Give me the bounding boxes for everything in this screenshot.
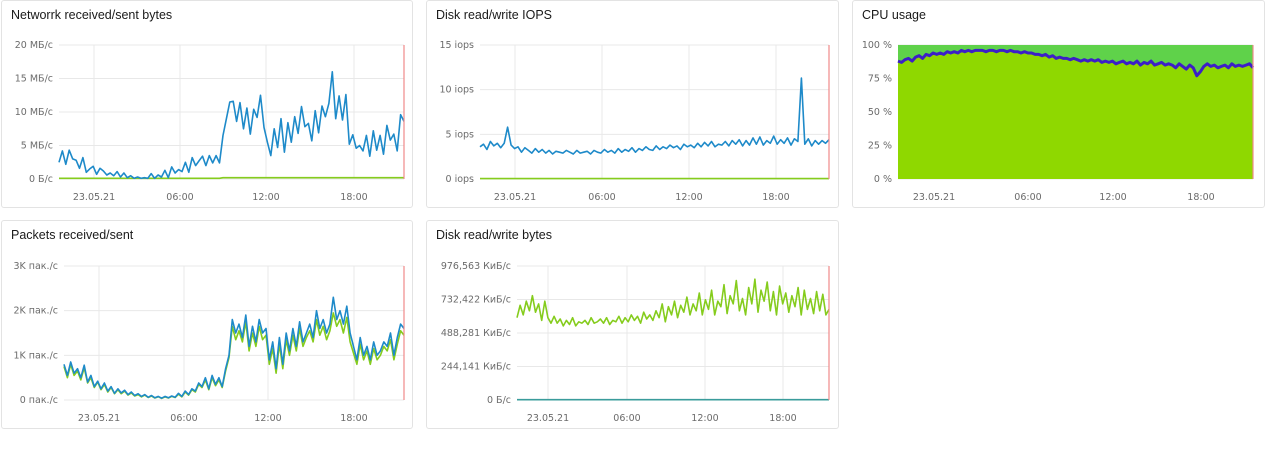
y-tick-label: 488,281 КиБ/с	[441, 328, 511, 339]
y-tick-label: 244,141 КиБ/с	[441, 362, 511, 373]
x-tick-label: 23.05.21	[494, 192, 536, 203]
x-tick-label: 12:00	[1099, 192, 1126, 203]
panel-title: Disk read/write IOPS	[436, 8, 553, 22]
y-tick-label: 976,563 КиБ/с	[441, 261, 511, 272]
x-tick-label: 06:00	[1014, 192, 1041, 203]
cpu-usage-line	[897, 48, 1255, 78]
packets-panel: Packets received/sent 3K пак./с 2K пак./с…	[1, 220, 413, 429]
x-tick-label: 23.05.21	[73, 192, 115, 203]
packets-chart[interactable]: 3K пак./с 2K пак./с 1K пак./с 0 пак./с 23.05…	[2, 221, 414, 430]
y-tick-label: 50 %	[868, 107, 892, 118]
y-tick-label: 0 iops	[446, 174, 475, 185]
panel-title: Disk read/write bytes	[436, 228, 553, 242]
y-tick-label: 10 МБ/с	[15, 107, 53, 118]
x-tick-label: 18:00	[762, 192, 789, 203]
x-tick-label: 06:00	[170, 413, 197, 424]
y-tick-label: 3K пак./с	[13, 261, 58, 272]
y-tick-label: 15 МБ/с	[15, 74, 53, 85]
cpu-chart[interactable]: 100 % 75 % 50 % 25 % 0 % 23.05.21 06:00 12:00 18…	[853, 1, 1266, 209]
x-tick-label: 18:00	[340, 192, 367, 203]
y-tick-label: 20 МБ/с	[15, 40, 53, 51]
x-tick-label: 06:00	[588, 192, 615, 203]
y-tick-label: 10 iops	[439, 85, 474, 96]
y-tick-label: 0 Б/с	[487, 395, 511, 406]
x-tick-label: 12:00	[675, 192, 702, 203]
y-tick-label: 2K пак./с	[13, 306, 58, 317]
panel-title: CPU usage	[862, 8, 926, 22]
series-line	[516, 278, 830, 327]
panel-title: Networrk received/sent bytes	[11, 8, 173, 22]
series-line	[479, 77, 830, 155]
x-tick-label: 06:00	[613, 413, 640, 424]
series-line	[58, 71, 405, 180]
y-tick-label: 25 %	[868, 141, 892, 152]
y-tick-label: 75 %	[868, 74, 892, 85]
x-tick-label: 18:00	[769, 413, 796, 424]
network-chart[interactable]: 20 МБ/с 15 МБ/с 10 МБ/с 5 МБ/с 0 Б/с 23.05.21…	[2, 1, 414, 209]
disk-bytes-panel: Disk read/write bytes 976,563 КиБ/с 732,4…	[426, 220, 839, 429]
iops-chart[interactable]: 15 iops 10 iops 5 iops 0 iops 23.05.21 06:00 1…	[427, 1, 840, 209]
x-tick-label: 06:00	[166, 192, 193, 203]
x-tick-label: 23.05.21	[527, 413, 569, 424]
y-tick-label: 5 iops	[446, 129, 475, 140]
disk-bytes-chart[interactable]: 976,563 КиБ/с 732,422 КиБ/с 488,281 КиБ/с 2…	[427, 221, 840, 430]
cpu-panel: CPU usage 100 % 75 % 50 % 25 % 0 % 23.05.21 06…	[852, 0, 1265, 208]
series-line	[59, 176, 404, 180]
iops-panel: Disk read/write IOPS 15 iops 10 iops 5 iop…	[426, 0, 839, 208]
y-tick-label: 0 Б/с	[29, 174, 53, 185]
x-tick-label: 18:00	[1187, 192, 1214, 203]
y-tick-label: 0 %	[874, 174, 892, 185]
panel-title: Packets received/sent	[11, 228, 134, 242]
y-tick-label: 15 iops	[439, 40, 474, 51]
x-tick-label: 12:00	[691, 413, 718, 424]
network-panel: Networrk received/sent bytes 20 МБ/с 15 М…	[1, 0, 413, 208]
x-tick-label: 12:00	[252, 192, 279, 203]
cpu-usage-area	[898, 50, 1253, 180]
y-tick-label: 1K пак./с	[13, 350, 58, 361]
x-tick-label: 18:00	[340, 413, 367, 424]
x-tick-label: 23.05.21	[913, 192, 955, 203]
x-tick-label: 23.05.21	[78, 413, 120, 424]
y-tick-label: 5 МБ/с	[21, 141, 53, 152]
x-tick-label: 12:00	[254, 413, 281, 424]
y-tick-label: 732,422 КиБ/с	[441, 295, 511, 306]
series-line	[63, 296, 405, 399]
y-tick-label: 0 пак./с	[20, 395, 58, 406]
y-tick-label: 100 %	[862, 40, 892, 51]
